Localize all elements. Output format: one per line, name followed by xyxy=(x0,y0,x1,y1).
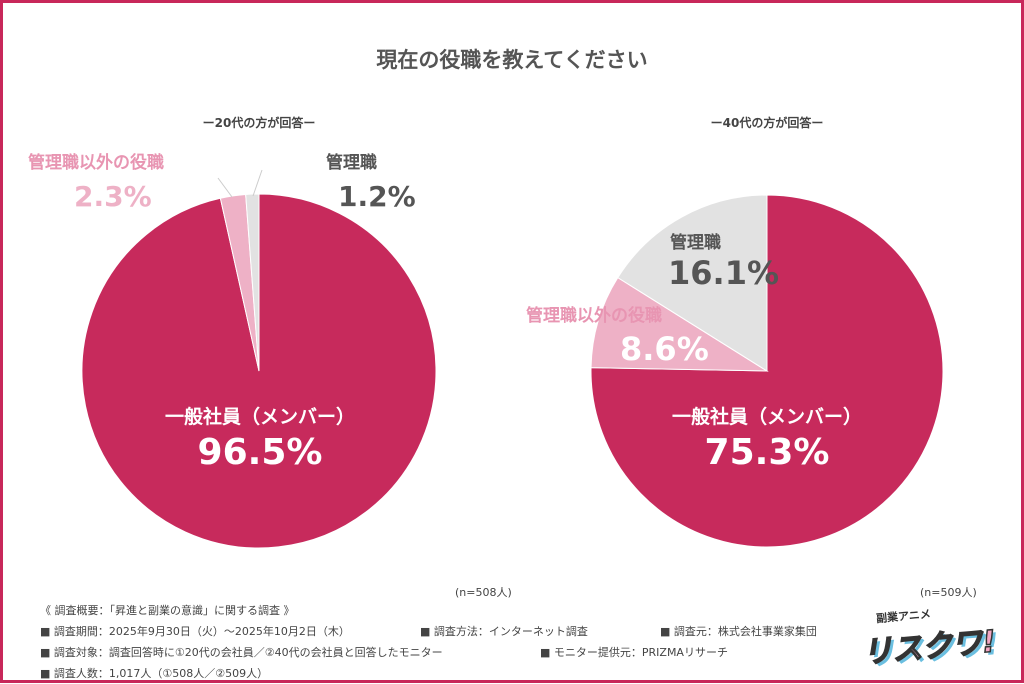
chart-title: 現在の役職を教えてください xyxy=(376,48,648,72)
slice-member xyxy=(590,194,944,548)
notes-method: ■ 調査方法：インターネット調査 xyxy=(420,625,588,638)
notes-source: ■ 調査元：株式会社事業家集団 xyxy=(660,625,817,638)
leader-line-left-other xyxy=(217,177,233,198)
left-label-manager: 管理職 xyxy=(326,153,377,173)
left-pie xyxy=(81,193,437,549)
right-label-member: 一般社員（メンバー） xyxy=(671,406,862,428)
slice-other-role xyxy=(590,276,769,372)
right-label-manager: 管理職 xyxy=(670,233,721,253)
right-value-other-role: 8.6% xyxy=(620,330,709,368)
left-value-member: 96.5% xyxy=(197,432,323,473)
right-label-other-role: 管理職以外の役職 xyxy=(526,306,662,326)
leader-line-left-manager xyxy=(252,169,263,197)
notes-count: ■ 調査人数：1,017人（①508人／②509人） xyxy=(40,667,269,680)
slice-manager xyxy=(245,193,260,372)
right-value-member: 75.3% xyxy=(704,432,830,473)
notes-provider: ■ モニター提供元：PRIZMAリサーチ xyxy=(540,646,728,659)
right-pie-subtitle: ー40代の方が回答ー xyxy=(710,116,824,130)
right-pie xyxy=(590,194,944,548)
left-value-other-role: 2.3% xyxy=(74,180,152,213)
notes-period: ■ 調査期間：2025年9月30日（火）〜2025年10月2日（木） xyxy=(40,625,350,638)
survey-notes: 《 調査概要：「昇進と副業の意識」に関する調査 》 ■ 調査期間：2025年9月… xyxy=(40,600,817,684)
left-value-manager: 1.2% xyxy=(338,180,416,213)
risukuwa-logo: 副業アニメ リスクワ! xyxy=(860,608,1002,674)
notes-heading: 《 調査概要：「昇進と副業の意識」に関する調査 》 xyxy=(40,604,295,617)
left-sample-size: (n=508人) xyxy=(455,586,512,599)
left-pie-subtitle: ー20代の方が回答ー xyxy=(202,116,316,130)
right-value-manager: 16.1% xyxy=(668,254,780,292)
right-sample-size: (n=509人) xyxy=(920,586,977,599)
notes-target: ■ 調査対象：調査回答時に①20代の会社員／②40代の会社員と回答したモニター xyxy=(40,646,443,659)
left-label-other-role: 管理職以外の役職 xyxy=(28,153,164,173)
slice-manager xyxy=(617,194,768,372)
left-label-member: 一般社員（メンバー） xyxy=(164,406,355,428)
